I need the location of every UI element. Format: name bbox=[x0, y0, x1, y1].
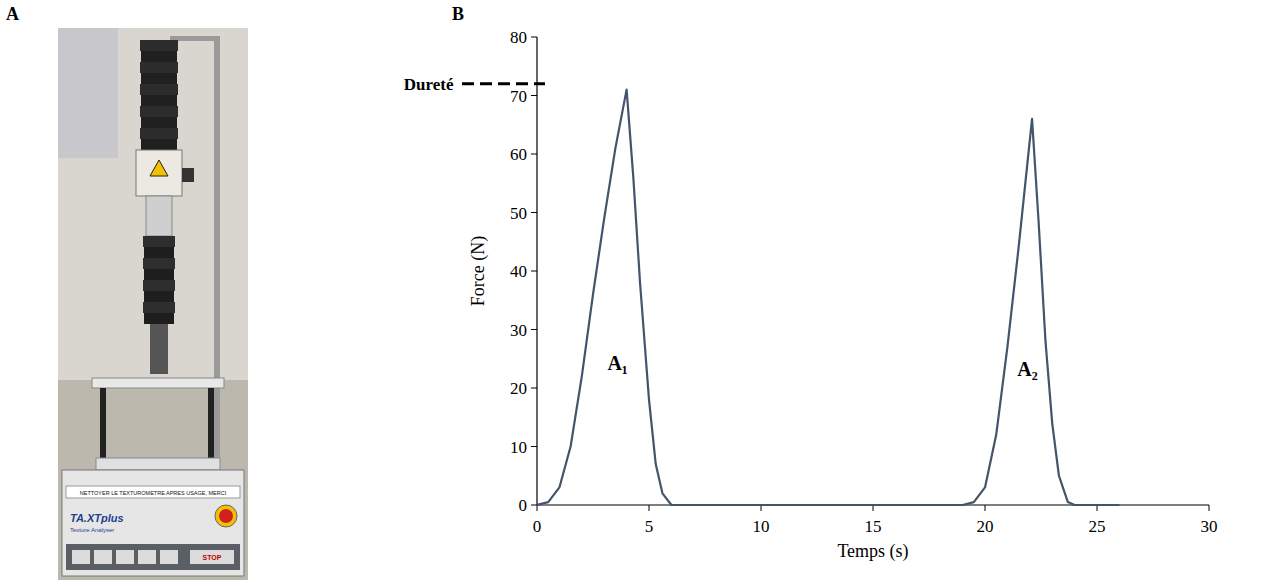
bellows-fold bbox=[140, 128, 178, 139]
bellows-fold bbox=[144, 291, 174, 302]
bellows-fold bbox=[140, 62, 178, 73]
bellows-fold bbox=[141, 73, 177, 84]
emergency-button bbox=[219, 509, 233, 523]
y-tick bbox=[531, 154, 537, 155]
x-tick-label: 20 bbox=[977, 517, 994, 536]
label-strip bbox=[66, 486, 240, 498]
bellows-fold bbox=[140, 84, 178, 95]
area-label: A₂ bbox=[1017, 358, 1037, 380]
platform-leg bbox=[208, 388, 214, 458]
figure: A B NETTOYER LE TEXTUROMETRE APRES USAGE, … bbox=[0, 0, 1266, 586]
panel-letter: B bbox=[452, 4, 464, 24]
x-tick-label: 5 bbox=[645, 517, 654, 536]
bellows-fold bbox=[141, 95, 177, 106]
y-axis-title: Force (N) bbox=[468, 236, 489, 306]
y-tick bbox=[531, 271, 537, 272]
bellows-fold bbox=[143, 302, 175, 313]
area-label: A₁ bbox=[607, 352, 627, 374]
upper-bellows bbox=[140, 40, 178, 150]
y-tick-label: 70 bbox=[510, 87, 527, 106]
y-tick-label: 80 bbox=[510, 28, 527, 47]
y-tick bbox=[531, 37, 537, 38]
y-tick bbox=[531, 212, 537, 213]
x-axis-title: Temps (s) bbox=[837, 541, 908, 562]
x-tick-label: 0 bbox=[533, 517, 542, 536]
photo-text: Texture Analyser bbox=[70, 527, 114, 533]
force-curve bbox=[537, 90, 1119, 505]
bellows-fold bbox=[141, 117, 177, 128]
y-tick bbox=[531, 329, 537, 330]
emergency-ring bbox=[215, 505, 237, 527]
bellows-fold bbox=[141, 139, 177, 150]
head bbox=[136, 150, 182, 196]
key bbox=[94, 550, 112, 564]
y-tick-label: 10 bbox=[510, 438, 527, 457]
y-tick-label: 0 bbox=[519, 496, 528, 515]
platform bbox=[92, 378, 224, 388]
bellows-fold bbox=[144, 269, 174, 280]
y-tick-label: 60 bbox=[510, 145, 527, 164]
x-tick-label: 25 bbox=[1089, 517, 1106, 536]
panel-letter: A bbox=[6, 4, 19, 24]
x-tick-label: 15 bbox=[865, 517, 882, 536]
base bbox=[62, 470, 244, 576]
photo: NETTOYER LE TEXTUROMETRE APRES USAGE, ME… bbox=[58, 28, 248, 580]
bellows-fold bbox=[143, 236, 175, 247]
x-tick bbox=[1209, 505, 1210, 511]
x-tick bbox=[985, 505, 986, 511]
x-tick-label: 10 bbox=[753, 517, 770, 536]
y-tick-label: 20 bbox=[510, 379, 527, 398]
hardness-label: Dureté bbox=[404, 75, 454, 94]
key bbox=[160, 550, 178, 564]
chart: 0 10 20 30 40 50 60 70 80 0 5 10 15 20 25 30 Temps (s) Fo… bbox=[404, 28, 1218, 562]
bellows-fold bbox=[143, 280, 175, 291]
key bbox=[190, 550, 234, 564]
photo-background bbox=[58, 28, 248, 580]
probe bbox=[150, 324, 168, 374]
mirror bbox=[58, 28, 118, 158]
x-tick bbox=[649, 505, 650, 511]
key bbox=[116, 550, 134, 564]
keypad bbox=[66, 544, 240, 570]
key bbox=[138, 550, 156, 564]
y-tick bbox=[531, 446, 537, 447]
warning-sign bbox=[150, 160, 168, 176]
y-tick-label: 30 bbox=[510, 321, 527, 340]
connector bbox=[182, 168, 194, 182]
key bbox=[72, 550, 90, 564]
base-plate bbox=[96, 458, 220, 470]
column bbox=[214, 36, 220, 476]
photo-text: NETTOYER LE TEXTUROMETRE APRES USAGE, ME… bbox=[80, 490, 227, 496]
bellows-fold bbox=[141, 51, 177, 62]
bellows-fold bbox=[140, 40, 178, 51]
platform-leg bbox=[100, 388, 106, 458]
bellows-fold bbox=[140, 106, 178, 117]
y-tick-label: 40 bbox=[510, 262, 527, 281]
y-tick bbox=[531, 388, 537, 389]
x-tick-label: 30 bbox=[1201, 517, 1218, 536]
neck bbox=[146, 196, 172, 236]
photo-text: STOP bbox=[203, 554, 222, 561]
y-tick bbox=[531, 505, 537, 506]
bellows-fold bbox=[143, 258, 175, 269]
bellows-fold bbox=[144, 247, 174, 258]
y-tick-label: 50 bbox=[510, 204, 527, 223]
data-group bbox=[537, 90, 1119, 505]
hardness-line bbox=[462, 82, 545, 85]
bellows-fold bbox=[144, 313, 174, 324]
photo-text: TA.XTplus bbox=[70, 512, 124, 524]
y-tick bbox=[531, 95, 537, 96]
